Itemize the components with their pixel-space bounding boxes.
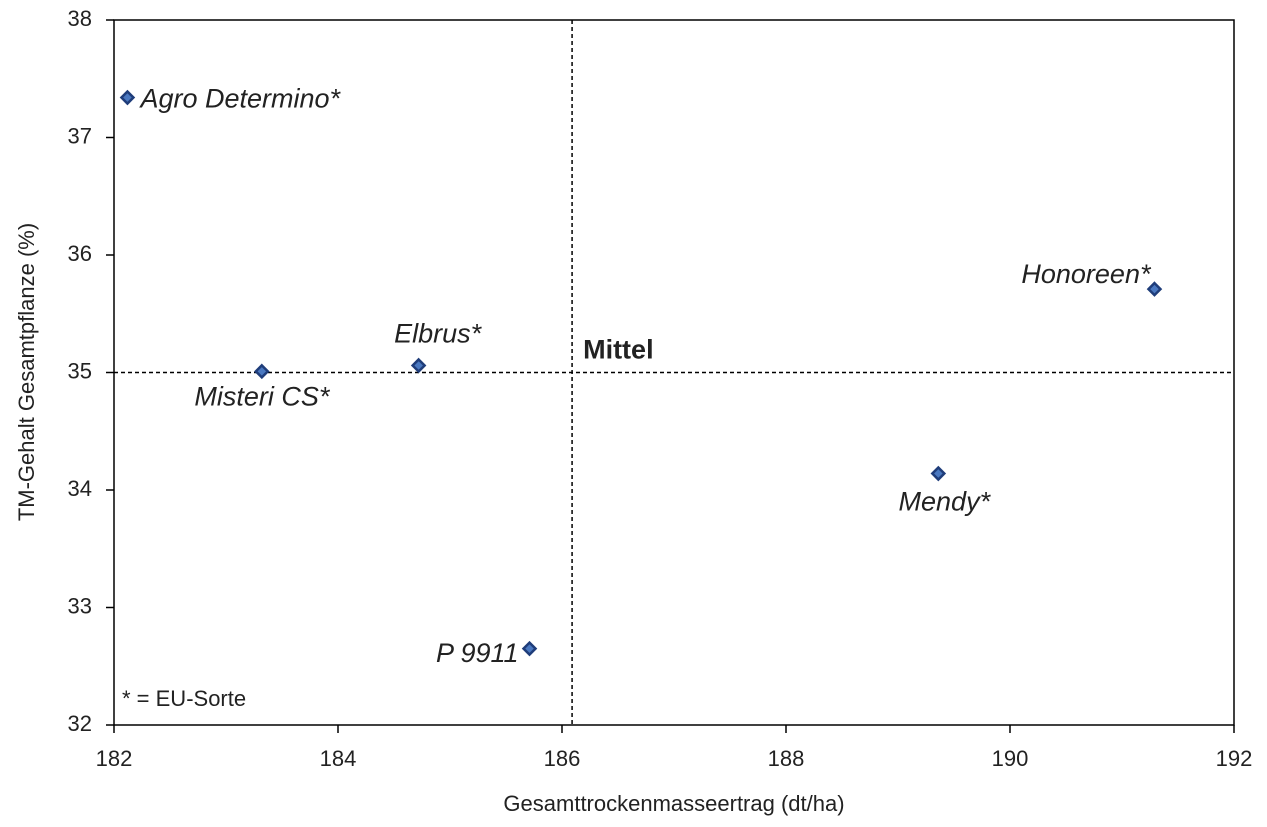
point-label: Elbrus* <box>394 319 483 349</box>
y-tick-label: 33 <box>68 593 92 618</box>
x-tick-label: 188 <box>768 746 805 771</box>
y-tick-label: 38 <box>68 6 92 31</box>
x-tick-label: 192 <box>1216 746 1253 771</box>
point <box>1146 281 1163 297</box>
y-tick-label: 32 <box>68 711 92 736</box>
mean-label: Mittel <box>583 335 654 365</box>
x-tick-label: 190 <box>992 746 1029 771</box>
x-tick-label: 184 <box>320 746 357 771</box>
point-label: Misteri CS* <box>194 381 331 411</box>
y-tick-label: 35 <box>68 358 92 383</box>
point <box>410 357 427 374</box>
annotation: * = EU-Sorte <box>122 686 246 711</box>
point-label: P 9911 <box>436 638 519 668</box>
y-tick-label: 34 <box>68 476 92 501</box>
point-label: Agro Determino* <box>138 84 341 114</box>
point-label: Mendy* <box>899 487 992 517</box>
point <box>930 465 947 482</box>
y-tick-label: 37 <box>68 123 92 148</box>
point <box>119 89 136 106</box>
point <box>254 363 270 380</box>
point-label: Honoreen* <box>1021 259 1152 289</box>
y-axis-label: TM-Gehalt Gesamtpflanze (%) <box>14 223 39 521</box>
x-axis-label: Gesamttrockenmasseertrag (dt/ha) <box>503 791 844 816</box>
x-tick-label: 186 <box>544 746 581 771</box>
x-tick-label: 182 <box>96 746 133 771</box>
y-tick-label: 36 <box>68 241 92 266</box>
point <box>521 640 538 657</box>
